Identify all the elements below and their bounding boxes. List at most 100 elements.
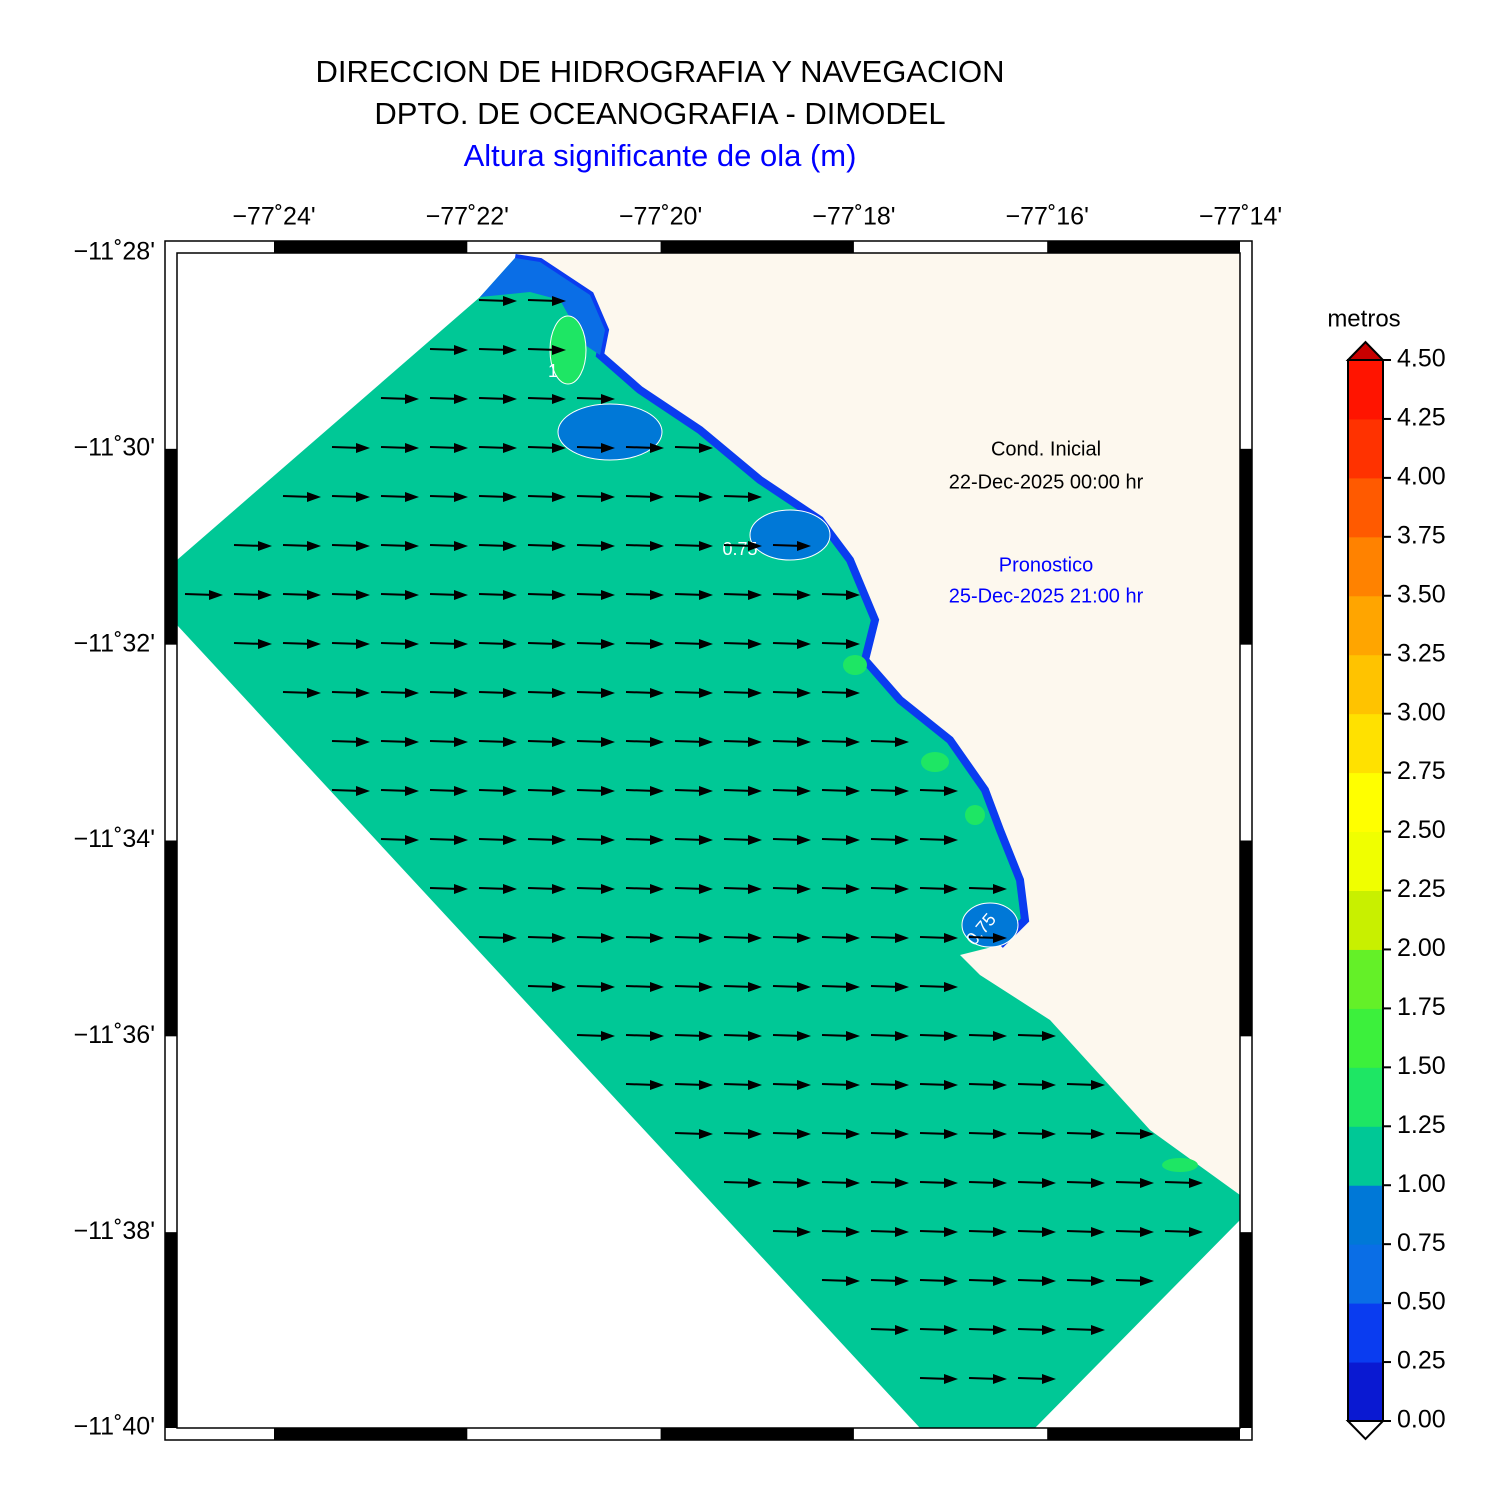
colorbar-tick-label: 0.50 bbox=[1397, 1288, 1446, 1316]
colorbar-tick-label: 0.25 bbox=[1397, 1347, 1446, 1375]
ocean bbox=[177, 258, 1240, 1428]
arrow-head bbox=[503, 541, 517, 551]
arrow-head bbox=[797, 933, 811, 943]
arrow-head bbox=[356, 737, 370, 747]
high-wave-zone bbox=[965, 805, 985, 825]
arrow-head bbox=[1042, 1227, 1056, 1237]
arrow-head bbox=[552, 933, 566, 943]
colorbar-label: metros bbox=[1327, 305, 1400, 332]
arrow-head bbox=[748, 884, 762, 894]
subtitle: Altura significante de ola (m) bbox=[464, 138, 857, 173]
arrow-head bbox=[650, 884, 664, 894]
arrow-head bbox=[993, 884, 1007, 894]
colorbar-over bbox=[1345, 340, 1386, 361]
arrow-head bbox=[944, 1325, 958, 1335]
arrow-head bbox=[650, 492, 664, 502]
arrow-head bbox=[944, 933, 958, 943]
colorbar-segment bbox=[1348, 418, 1383, 479]
low-wave-zone bbox=[961, 902, 1019, 948]
colorbar-tick-label: 1.75 bbox=[1397, 993, 1446, 1021]
arrow-head bbox=[601, 835, 615, 845]
colorbar-segment bbox=[1348, 1008, 1383, 1068]
arrow-head bbox=[503, 345, 517, 355]
arrow-head bbox=[405, 541, 419, 551]
arrow-head bbox=[895, 933, 909, 943]
arrow-head bbox=[552, 982, 566, 992]
low-wave-zone bbox=[480, 258, 605, 355]
arrow-head bbox=[601, 982, 615, 992]
colorbar-segment bbox=[1348, 949, 1383, 1009]
arrow-head bbox=[944, 1374, 958, 1384]
arrow-head bbox=[797, 1178, 811, 1188]
arrow-head bbox=[699, 443, 713, 453]
arrow-head bbox=[895, 1227, 909, 1237]
arrow-head bbox=[797, 688, 811, 698]
arrow-head bbox=[1091, 1129, 1105, 1139]
arrow-head bbox=[1042, 1129, 1056, 1139]
arrow-head bbox=[797, 639, 811, 649]
arrow-head bbox=[601, 786, 615, 796]
arrow-head bbox=[601, 590, 615, 600]
arrow-head bbox=[258, 639, 272, 649]
arrow-head bbox=[1042, 1276, 1056, 1286]
arrow-head bbox=[356, 590, 370, 600]
arrow-head bbox=[699, 786, 713, 796]
arrow-head bbox=[846, 1227, 860, 1237]
arrow-head bbox=[1140, 1227, 1154, 1237]
arrow-head bbox=[601, 492, 615, 502]
arrow-head bbox=[356, 541, 370, 551]
arrow-head bbox=[454, 345, 468, 355]
arrow-head bbox=[895, 737, 909, 747]
arrow-head bbox=[1140, 1178, 1154, 1188]
arrow-head bbox=[846, 982, 860, 992]
arrow-head bbox=[454, 639, 468, 649]
colorbar-tick-label: 0.00 bbox=[1397, 1406, 1446, 1434]
arrow-head bbox=[944, 1276, 958, 1286]
arrow-head bbox=[307, 541, 321, 551]
arrow-head bbox=[356, 443, 370, 453]
arrow-head bbox=[552, 786, 566, 796]
arrow-head bbox=[699, 590, 713, 600]
colorbar-under bbox=[1345, 1420, 1386, 1441]
colorbar-segment bbox=[1348, 477, 1383, 538]
arrow-head bbox=[944, 1080, 958, 1090]
arrow-head bbox=[405, 492, 419, 502]
arrow-head bbox=[895, 884, 909, 894]
arrow-head bbox=[1042, 1178, 1056, 1188]
arrow-head bbox=[356, 688, 370, 698]
arrow-head bbox=[1091, 1276, 1105, 1286]
arrow-head bbox=[552, 737, 566, 747]
arrow-head bbox=[846, 688, 860, 698]
arrow-head bbox=[601, 639, 615, 649]
arrow-head bbox=[405, 688, 419, 698]
colorbar-segment bbox=[1348, 1185, 1383, 1245]
colorbar-tick-label: 2.75 bbox=[1397, 757, 1446, 785]
arrow-head bbox=[797, 835, 811, 845]
colorbar-segment bbox=[1348, 1303, 1383, 1363]
colorbar-tick-label: 2.00 bbox=[1397, 934, 1446, 962]
y-tick-label: −11˚34' bbox=[74, 825, 155, 853]
colorbar-tick-label: 3.50 bbox=[1397, 580, 1446, 608]
arrow-head bbox=[650, 835, 664, 845]
arrow-head bbox=[405, 394, 419, 404]
arrow-head bbox=[454, 394, 468, 404]
arrow-head bbox=[503, 835, 517, 845]
arrow-head bbox=[650, 541, 664, 551]
arrow-head bbox=[356, 786, 370, 796]
arrow-head bbox=[650, 982, 664, 992]
arrow-head bbox=[797, 884, 811, 894]
frame-segment bbox=[1240, 840, 1252, 1037]
arrow-head bbox=[895, 1325, 909, 1335]
arrow-head bbox=[552, 688, 566, 698]
arrow-head bbox=[1140, 1276, 1154, 1286]
arrow-head bbox=[748, 737, 762, 747]
arrow-head bbox=[699, 492, 713, 502]
forecast-date: 25-Dec-2025 21:00 hr bbox=[949, 585, 1144, 607]
arrow-head bbox=[993, 1374, 1007, 1384]
arrow-head bbox=[601, 933, 615, 943]
arrow-head bbox=[846, 933, 860, 943]
arrow-head bbox=[552, 345, 566, 355]
colorbar-tick-label: 4.00 bbox=[1397, 462, 1446, 490]
arrow-head bbox=[944, 1031, 958, 1041]
frame-segment bbox=[274, 1428, 468, 1440]
